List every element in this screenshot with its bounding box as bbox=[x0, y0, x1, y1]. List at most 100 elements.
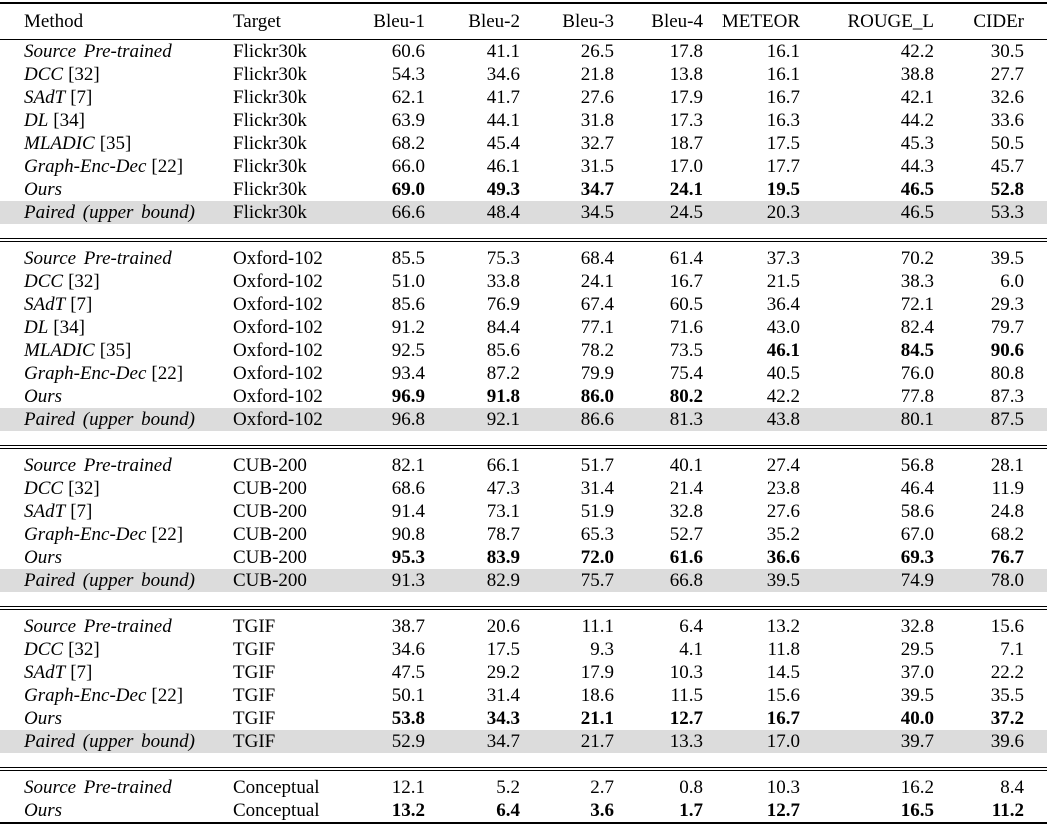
metric-cell: 80.1 bbox=[812, 408, 946, 431]
metric-cell: 63.9 bbox=[391, 110, 425, 131]
table-row: Ours Flickr30k 69.0 49.3 34.7 24.1 19.5 46.5 52.… bbox=[0, 178, 1047, 201]
metric-cell: 44.2 bbox=[900, 110, 934, 131]
method-cell: SAdT [7] bbox=[0, 500, 222, 523]
method-cell: Ours bbox=[0, 385, 222, 408]
metric-cell: 69.0 bbox=[391, 179, 425, 200]
metric-cell: 36.4 bbox=[766, 294, 800, 315]
metric-cell: 52.9 bbox=[345, 730, 437, 753]
metric-cell: 37.2 bbox=[990, 708, 1024, 729]
table-row: DCC [32] Oxford-102 51.0 33.8 24.1 16.7 21.5 38.… bbox=[0, 270, 1047, 293]
method-name: Ours bbox=[24, 708, 63, 729]
method-name: DL bbox=[24, 110, 49, 131]
target-cell: CUB-200 bbox=[233, 501, 307, 522]
metric-cell: 37.0 bbox=[900, 662, 934, 683]
metric-cell: 50.1 bbox=[391, 685, 425, 706]
metric-cell: 91.2 bbox=[391, 317, 425, 338]
method-citation: [35] bbox=[99, 340, 132, 361]
metric-cell: 84.4 bbox=[486, 317, 520, 338]
metric-cell: 21.7 bbox=[532, 730, 626, 753]
table-row: Graph-Enc-Dec [22] TGIF 50.1 31.4 18.6 11.5 15.… bbox=[0, 684, 1047, 707]
col-header-target: Target bbox=[222, 3, 345, 40]
metric-cell: 68.2 bbox=[391, 133, 425, 154]
method-citation: [35] bbox=[99, 133, 132, 154]
method-name: SAdT bbox=[24, 501, 66, 522]
method-cell: Graph-Enc-Dec [22] bbox=[0, 155, 222, 178]
metric-cell: 17.9 bbox=[669, 87, 703, 108]
method-cell: Paired (upper bound) bbox=[0, 201, 222, 224]
metric-cell: 79.9 bbox=[580, 363, 614, 384]
metric-cell: 78.0 bbox=[946, 569, 1047, 592]
method-name: Paired (upper bound) bbox=[24, 202, 195, 223]
target-cell: Oxford-102 bbox=[233, 271, 323, 292]
metric-cell: 27.7 bbox=[990, 64, 1024, 85]
table-row: Ours Oxford-102 96.9 91.8 86.0 80.2 42.2 77.8 87… bbox=[0, 385, 1047, 408]
method-name: Graph-Enc-Dec bbox=[24, 524, 147, 545]
metric-cell: 90.8 bbox=[391, 524, 425, 545]
target-cell: Flickr30k bbox=[233, 133, 307, 154]
metric-cell: 17.7 bbox=[766, 156, 800, 177]
metric-cell: 10.3 bbox=[669, 662, 703, 683]
method-cell: Graph-Enc-Dec [22] bbox=[0, 362, 222, 385]
metric-cell: 85.6 bbox=[486, 340, 520, 361]
method-name: Source Pre-trained bbox=[24, 41, 172, 62]
metric-cell: 47.3 bbox=[486, 478, 520, 499]
metric-cell: 67.0 bbox=[900, 524, 934, 545]
metric-cell: 3.6 bbox=[590, 800, 614, 821]
metric-cell: 11.2 bbox=[991, 800, 1024, 821]
table-row: Source Pre-trained Oxford-102 85.5 75.3 68.4… bbox=[0, 247, 1047, 270]
metric-cell: 34.7 bbox=[580, 179, 614, 200]
method-cell: Ours bbox=[0, 178, 222, 201]
metric-cell: 80.8 bbox=[990, 363, 1024, 384]
target-cell: TGIF bbox=[233, 708, 276, 729]
metric-cell: 7.1 bbox=[1000, 639, 1024, 660]
metric-cell: 58.6 bbox=[900, 501, 934, 522]
metric-cell: 75.7 bbox=[532, 569, 626, 592]
target-cell: Flickr30k bbox=[233, 87, 307, 108]
metric-cell: 43.8 bbox=[715, 408, 812, 431]
metric-cell: 21.5 bbox=[766, 271, 800, 292]
target-cell: Flickr30k bbox=[233, 110, 307, 131]
table-row: Paired (upper bound) CUB-200 91.3 82.9 75.7 6… bbox=[0, 569, 1047, 592]
metric-cell: 13.2 bbox=[766, 616, 800, 637]
metric-cell: 46.4 bbox=[900, 478, 934, 499]
metric-cell: 42.2 bbox=[766, 386, 800, 407]
method-cell: DL [34] bbox=[0, 109, 222, 132]
block-separator bbox=[0, 431, 1047, 454]
method-name: DCC bbox=[24, 64, 64, 85]
metric-cell: 86.6 bbox=[532, 408, 626, 431]
metric-cell: 80.2 bbox=[669, 386, 703, 407]
metric-cell: 30.5 bbox=[990, 41, 1024, 62]
metric-cell: 24.8 bbox=[990, 501, 1024, 522]
metric-cell: 31.5 bbox=[580, 156, 614, 177]
metric-cell: 72.0 bbox=[580, 547, 614, 568]
target-cell: Oxford-102 bbox=[233, 317, 323, 338]
metric-cell: 6.4 bbox=[496, 800, 520, 821]
metric-cell: 32.7 bbox=[580, 133, 614, 154]
double-rule bbox=[0, 445, 1047, 449]
metric-cell: 83.9 bbox=[486, 547, 520, 568]
metric-cell: 39.5 bbox=[715, 569, 812, 592]
metric-cell: 35.2 bbox=[766, 524, 800, 545]
metric-cell: 18.7 bbox=[669, 133, 703, 154]
metric-cell: 96.9 bbox=[391, 386, 425, 407]
table-row: Ours Conceptual 13.2 6.4 3.6 1.7 12.7 16.5 11.2 bbox=[0, 799, 1047, 823]
method-citation: [22] bbox=[151, 524, 184, 545]
method-name: Source Pre-trained bbox=[24, 248, 172, 269]
method-citation: [7] bbox=[70, 87, 93, 108]
metric-cell: 34.7 bbox=[437, 730, 532, 753]
target-cell: CUB-200 bbox=[233, 524, 307, 545]
method-cell: Paired (upper bound) bbox=[0, 569, 222, 592]
metric-cell: 66.0 bbox=[391, 156, 425, 177]
method-cell: MLADIC [35] bbox=[0, 132, 222, 155]
metric-cell: 15.6 bbox=[990, 616, 1024, 637]
method-citation: [22] bbox=[151, 685, 184, 706]
metric-cell: 16.5 bbox=[900, 800, 934, 821]
col-header-rouge-l: ROUGE_L bbox=[812, 3, 946, 40]
method-name: SAdT bbox=[24, 87, 66, 108]
metric-cell: 19.5 bbox=[766, 179, 800, 200]
method-cell: Paired (upper bound) bbox=[0, 730, 222, 753]
metric-cell: 43.0 bbox=[766, 317, 800, 338]
method-name: Paired (upper bound) bbox=[24, 570, 195, 591]
target-cell: Oxford-102 bbox=[222, 408, 345, 431]
metric-cell: 91.4 bbox=[391, 501, 425, 522]
